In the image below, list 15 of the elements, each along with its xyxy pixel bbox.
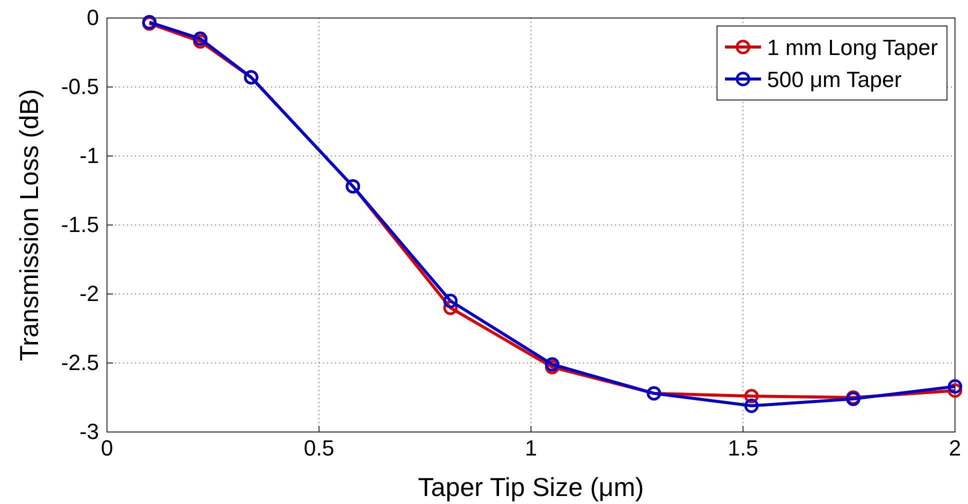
y-tick-label: -2.5 (61, 350, 99, 376)
x-tick-label: 1.5 (728, 436, 758, 461)
y-axis-title: Transmission Loss (dB) (14, 88, 44, 362)
x-axis-title: Taper Tip Size (μm) (418, 472, 644, 502)
legend-label: 500 μm Taper (767, 67, 902, 92)
y-tick-label: 0 (86, 5, 99, 30)
x-tick-label: 1 (524, 436, 538, 461)
y-tick-label: -2 (79, 281, 99, 306)
legend-label: 1 mm Long Taper (767, 35, 938, 60)
x-tick-label: 2 (948, 436, 962, 461)
y-tick-label: -0.5 (61, 74, 99, 100)
y-tick-label: -3 (79, 419, 99, 444)
y-tick-label: -1.5 (61, 212, 99, 238)
y-tick-label: -1 (79, 143, 99, 168)
x-tick-label: 0.5 (304, 436, 334, 461)
